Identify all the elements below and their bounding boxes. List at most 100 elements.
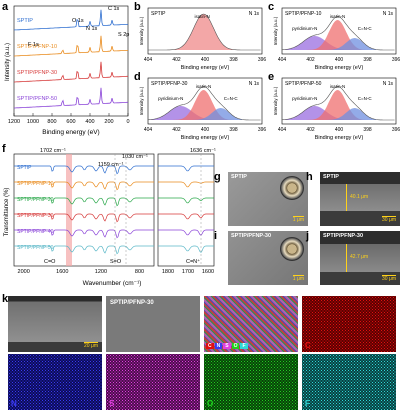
membrane-inset-photo [280, 237, 304, 261]
chart-title: SPTIP/PFNP-10 [285, 11, 322, 17]
legend-label: SPTIP/PFNP-30 [17, 213, 54, 219]
series-line [14, 245, 154, 255]
x-tick-label: 1000 [27, 119, 39, 125]
n1s-chart-sptip: Intensity (a.u.) Binding energy (eV) SPTIP… [139, 7, 266, 70]
legend-label: SPTIP [17, 18, 33, 24]
fit-peak [148, 90, 262, 120]
peak-label: C=N-C [358, 26, 373, 31]
membrane-inset-photo [280, 176, 304, 200]
scale-label: 20 μm [84, 343, 98, 349]
series-line-zoom [158, 245, 214, 253]
panel-label: h [306, 171, 313, 183]
fit-peak [282, 20, 396, 50]
x-tick-label: 400 [201, 57, 210, 63]
panel-label: a [2, 1, 9, 13]
series-line-zoom [158, 229, 214, 236]
sem-title: SPTIP/PFNP-30 [231, 233, 272, 239]
x-tick-label: 800 [135, 269, 144, 275]
x-axis-label: Binding energy (eV) [42, 129, 99, 136]
legend-label: SPTIP/PFNP-10 [17, 44, 57, 50]
map-element-label: C [305, 341, 311, 350]
sem-title: SPTIP [231, 174, 247, 180]
series-line [13, 9, 129, 31]
fit-peak [282, 108, 396, 120]
sem-image-surface-sptip: SPTIP 1 μm [228, 172, 308, 226]
map-element-label: O [207, 399, 214, 408]
envelope-line [147, 86, 261, 121]
series-line [14, 213, 154, 223]
x-tick-label: 800 [47, 119, 56, 125]
ftir-chart: Transmittance (%) Wavenumber (cm⁻¹) 2000… [4, 148, 216, 287]
series-line-zoom [158, 197, 214, 204]
x-axis-label: Binding energy (eV) [315, 135, 364, 140]
annotation: 1702 cm⁻¹ [40, 148, 66, 154]
legend-label: SPTIP/PFNP-40 [17, 229, 54, 235]
series-line [14, 165, 154, 175]
fit-peak [148, 14, 262, 50]
panel-a: a Intensity (a.u.) Binding energy (eV) 1… [0, 0, 132, 140]
y-axis-label: Intensity (a.u.) [273, 86, 278, 115]
legend-chip: S [223, 343, 231, 349]
panel-label: b [134, 1, 141, 13]
n1s-chart-pfnp30: Intensity (a.u.) Binding energy (eV) SPTIP… [139, 77, 266, 140]
panel-label: c [268, 1, 275, 13]
panel-label: k [2, 293, 9, 305]
scale-label: 1 μm [292, 217, 304, 223]
x-tick-label: 400 [335, 57, 344, 63]
x-tick-label: 396 [392, 127, 400, 133]
annotation: 1030 cm⁻¹ [122, 154, 148, 160]
scale-label: 30 μm [382, 217, 396, 223]
eds-map-o: O [204, 354, 298, 410]
eds-map-s: S [106, 354, 200, 410]
x-tick-label: 398 [229, 127, 238, 133]
eds-map-c: C [302, 296, 396, 352]
x-tick-label: 402 [172, 127, 181, 133]
thickness-line [346, 244, 347, 272]
y-axis-label: Transmittance (%) [4, 188, 10, 237]
legend-chip: N [214, 343, 223, 349]
peak-label: isatin-N [195, 14, 210, 19]
legend-label: SPTIP/PFNP-10 [17, 181, 54, 187]
legend-label: SPTIP [17, 165, 32, 171]
panel-e: e Intensity (a.u.) Binding energy (eV) SPT… [266, 70, 400, 141]
eds-sem-image: 20 μm [8, 296, 102, 352]
eds-sem-image-2: SPTIP/PFNP-30 [106, 296, 200, 352]
panel-g: g SPTIP 1 μm [214, 172, 308, 226]
y-axis-label: Intensity (a.u.) [139, 86, 144, 115]
peak-label: S 2p [118, 32, 129, 38]
chart-title: SPTIP/PFNP-30 [151, 81, 188, 87]
peak-label: pyridinium-N [158, 96, 183, 101]
legend-label: SPTIP/PFNP-30 [17, 70, 57, 76]
legend-label: SPTIP/PFNP-50 [17, 245, 54, 251]
x-tick-label: 402 [172, 57, 181, 63]
sem-title: SPTIP/PFNP-30 [110, 300, 154, 306]
x-tick-label: 1700 [182, 269, 194, 275]
x-tick-label: 1600 [202, 269, 214, 275]
chart-tag: N 1s [383, 81, 394, 87]
eds-map-n: N [8, 354, 102, 410]
thickness-label: 42.7 μm [350, 254, 369, 260]
x-tick-label: 1800 [162, 269, 174, 275]
envelope-line [281, 86, 395, 121]
envelope-line [148, 13, 261, 51]
series-line [14, 229, 154, 239]
fit-peak [282, 38, 396, 50]
x-tick-label: 1200 [95, 269, 107, 275]
map-element-label: S [109, 399, 115, 408]
scale-label: 30 μm [382, 276, 396, 282]
x-tick-label: 396 [258, 127, 266, 133]
x-tick-label: 404 [144, 57, 153, 63]
peak-label: C 1s [108, 6, 120, 12]
scale-label: 1 μm [292, 276, 304, 282]
sem-title: SPTIP/PFNP-30 [323, 233, 364, 239]
peak-label: N 1s [86, 26, 98, 32]
y-axis-label: Intensity (a.u.) [5, 43, 11, 81]
x-tick-label: 0 [126, 119, 129, 125]
thickness-line [346, 184, 347, 211]
annotation: 1159 cm⁻¹ [98, 162, 124, 168]
annotation: 1636 cm⁻¹ [190, 148, 216, 154]
series-line [14, 87, 128, 109]
panel-label: f [2, 143, 6, 155]
x-tick-label: 2000 [18, 269, 30, 275]
sem-image-surface-pfnp30: SPTIP/PFNP-30 1 μm [228, 231, 308, 285]
